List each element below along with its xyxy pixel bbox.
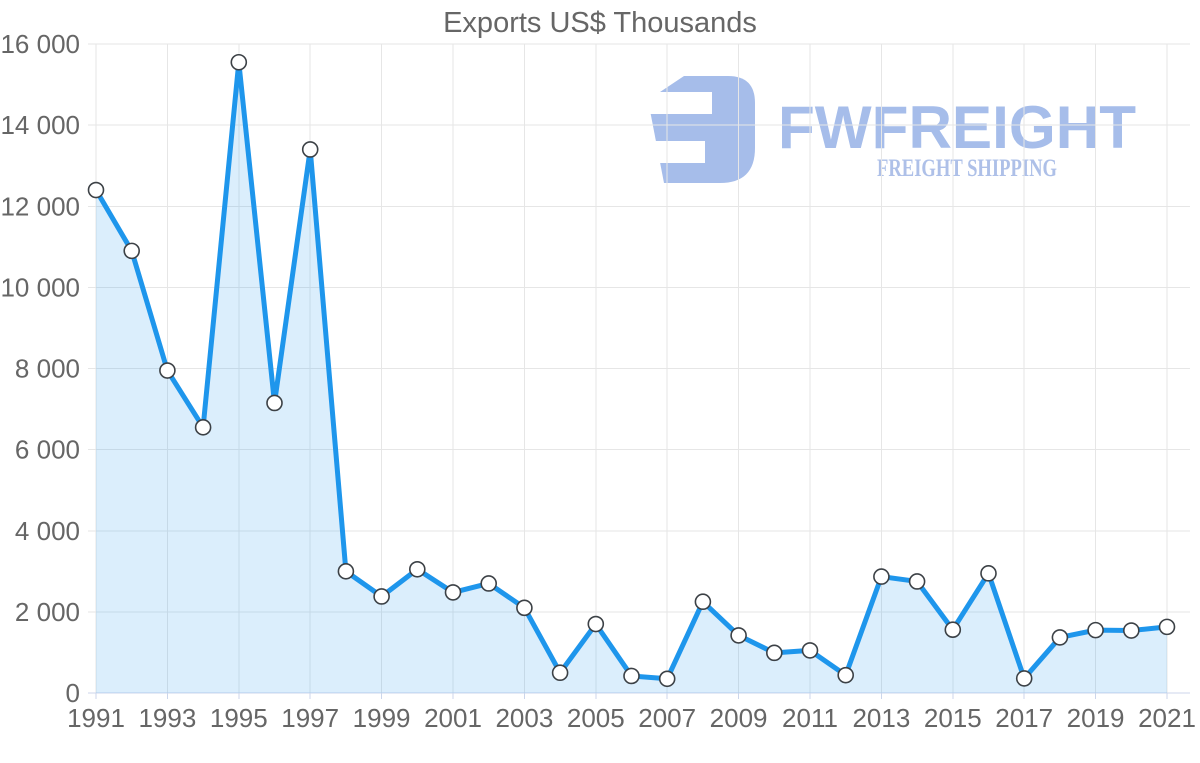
y-axis-label: 0 — [66, 678, 80, 708]
x-axis-label: 1993 — [138, 703, 196, 733]
data-point-marker[interactable] — [765, 644, 783, 662]
data-point-marker[interactable] — [266, 394, 283, 412]
y-axis-label: 12 000 — [0, 191, 80, 221]
chart-title: Exports US$ Thousands — [443, 7, 757, 39]
data-point-marker[interactable] — [1123, 622, 1140, 639]
data-point-marker[interactable] — [1015, 670, 1033, 687]
x-axis-label: 1997 — [281, 703, 339, 733]
data-point-marker[interactable] — [373, 588, 390, 605]
y-axis-label: 6 000 — [15, 435, 80, 465]
x-axis-label: 2019 — [1067, 703, 1125, 733]
fwfreight-logo-icon — [644, 76, 755, 183]
y-axis-label: 16 000 — [0, 29, 80, 59]
x-axis-label: 2021 — [1138, 703, 1196, 733]
data-point-marker[interactable] — [194, 419, 212, 436]
data-point-marker[interactable] — [658, 670, 676, 688]
x-axis-label: 2013 — [852, 703, 910, 733]
x-axis-label: 2005 — [567, 703, 625, 733]
x-axis-label: 2007 — [638, 703, 696, 733]
data-point-marker[interactable] — [159, 362, 176, 379]
data-point-marker[interactable] — [480, 575, 498, 592]
x-axis-label: 1991 — [67, 703, 125, 733]
series-area-fill — [96, 62, 1167, 694]
watermark-subtitle-text: FREIGHT SHIPPING — [877, 155, 1057, 182]
y-axis-label: 10 000 — [0, 272, 80, 302]
data-point-marker[interactable] — [444, 584, 462, 601]
data-point-marker[interactable] — [944, 621, 962, 639]
x-axis-label: 2011 — [782, 703, 838, 733]
x-axis-label: 2017 — [995, 703, 1053, 733]
data-point-marker[interactable] — [551, 664, 569, 682]
watermark-brand-text: FWFREIGHT — [778, 94, 1136, 161]
data-point-marker[interactable] — [1051, 629, 1069, 646]
data-point-marker[interactable] — [587, 615, 605, 633]
y-axis-label: 4 000 — [15, 516, 80, 546]
data-point-marker[interactable] — [873, 568, 890, 585]
data-point-marker[interactable] — [623, 667, 640, 685]
data-point-marker[interactable] — [1087, 621, 1104, 639]
data-point-marker[interactable] — [337, 563, 355, 580]
x-axis-label: 2015 — [924, 703, 982, 733]
x-axis-label: 2003 — [495, 703, 553, 733]
data-point-marker[interactable] — [730, 627, 747, 644]
data-point-marker[interactable] — [1158, 618, 1176, 636]
x-axis-label: 2001 — [424, 703, 482, 733]
data-point-marker[interactable] — [301, 141, 319, 158]
data-point-marker[interactable] — [516, 599, 533, 617]
watermark: FWFREIGHT FREIGHT SHIPPING — [644, 76, 1136, 183]
data-point-marker[interactable] — [908, 573, 926, 590]
data-point-marker[interactable] — [694, 593, 712, 611]
logo-glyph-notch-bottom — [644, 141, 705, 163]
x-axis-label: 1995 — [210, 703, 268, 733]
x-axis-label: 2009 — [710, 703, 768, 733]
data-point-marker[interactable] — [837, 666, 855, 684]
data-point-marker[interactable] — [408, 560, 426, 578]
x-axis-label: 1999 — [353, 703, 411, 733]
y-axis-label: 14 000 — [0, 110, 80, 140]
y-axis-label: 2 000 — [15, 597, 80, 627]
data-point-marker[interactable] — [230, 53, 248, 71]
logo-glyph-notch-top — [644, 92, 712, 114]
y-axis-label: 8 000 — [15, 354, 80, 384]
data-point-marker[interactable] — [123, 242, 140, 260]
data-point-marker[interactable] — [801, 642, 819, 659]
data-point-marker[interactable] — [980, 565, 997, 582]
data-point-marker[interactable] — [87, 181, 105, 199]
